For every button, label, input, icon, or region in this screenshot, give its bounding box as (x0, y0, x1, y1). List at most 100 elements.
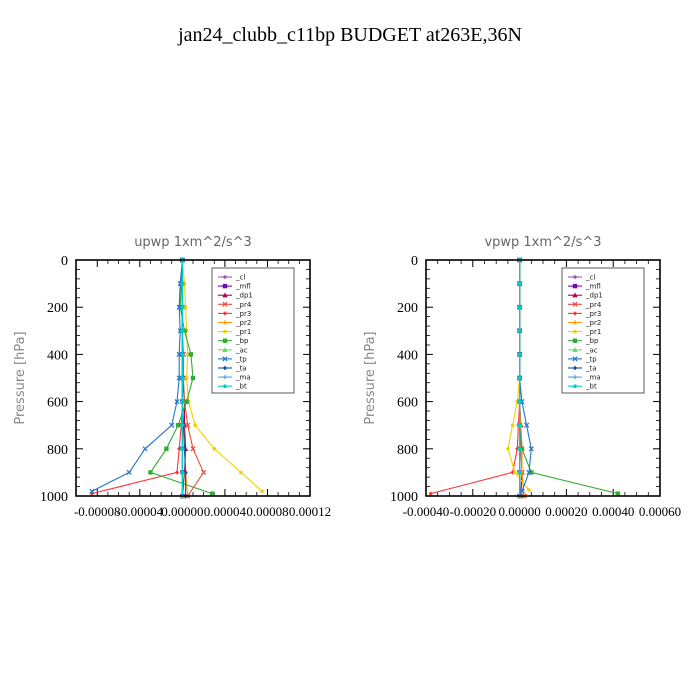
y-axis-label: Pressure [hPa] (13, 331, 28, 424)
legend-label: _ac (235, 346, 248, 354)
data-point (180, 470, 185, 475)
y-tick-label: 200 (47, 301, 68, 316)
legend-label: _ma (235, 374, 251, 382)
series-bt (517, 258, 522, 498)
y-tick-label: 400 (47, 348, 68, 363)
x-tick-label: -0.00040 (403, 504, 450, 519)
data-point (528, 446, 534, 452)
data-point (519, 446, 525, 451)
data-point (212, 447, 217, 451)
data-point (180, 281, 185, 286)
x-tick-label: 0.00020 (545, 504, 587, 519)
chart-panels: upwp 1xm^2/s^3 Pressure [hPa] 0 200 400 600 80… (13, 235, 681, 519)
legend-label: _ta (235, 365, 247, 373)
data-point (615, 491, 621, 496)
data-point (180, 447, 185, 451)
y-axis-label: Pressure [hPa] (363, 331, 378, 424)
legend-label: _tp (585, 355, 597, 363)
x-tick-label: 0.00004 (204, 504, 247, 519)
legend-marker (572, 320, 578, 325)
data-point (190, 375, 196, 381)
data-point (176, 351, 182, 358)
legend-label: _pr2 (585, 319, 601, 327)
data-point (175, 423, 181, 428)
data-point (180, 305, 185, 310)
legend-label: _bp (235, 337, 249, 345)
y-tick-label: 1000 (40, 490, 68, 505)
legend-marker (222, 356, 228, 362)
legend-marker (222, 301, 228, 307)
legend-marker (572, 292, 578, 298)
y-tick-label: 0 (411, 254, 418, 269)
legend-label: _ac (585, 346, 598, 354)
legend-marker (572, 311, 578, 316)
data-point (428, 491, 433, 496)
data-point (180, 352, 185, 357)
data-point (180, 376, 185, 380)
legend-marker (222, 374, 228, 380)
data-point (185, 422, 191, 428)
legend-label: _mfl (585, 283, 601, 291)
data-point (190, 446, 196, 452)
data-point (527, 488, 531, 492)
x-tick-label: 0.00012 (289, 504, 331, 519)
data-point (193, 423, 197, 428)
legend-marker (573, 384, 577, 389)
x-tick-label: 0.00008 (246, 504, 288, 519)
data-point (239, 470, 243, 475)
data-point (529, 470, 534, 475)
legend-marker (222, 365, 228, 371)
legend-label: _pr4 (235, 301, 252, 309)
panel-title: vpwp 1xm^2/s^3 (484, 235, 601, 250)
legend-label: _ma (585, 374, 601, 382)
legend: _cl_mfl_dp1_pr4_pr3_pr2_pr1_bp_ac_tp_ta_… (561, 267, 645, 394)
data-point (126, 469, 132, 476)
data-point (184, 399, 189, 404)
legend-marker (572, 338, 578, 343)
panel-title: upwp 1xm^2/s^3 (134, 235, 252, 250)
legend-marker (572, 356, 578, 362)
legend-label: _cl (585, 274, 595, 282)
legend-label: _bp (585, 337, 599, 345)
data-point (517, 281, 522, 286)
data-point (517, 305, 522, 310)
legend-marker (572, 301, 578, 307)
figure-title: jan24_clubb_c11bp BUDGET at263E,36N (177, 24, 522, 46)
legend-label: _pr4 (585, 301, 602, 309)
legend-marker (572, 347, 578, 352)
data-point (510, 423, 515, 428)
data-point (183, 305, 188, 310)
legend-label: _tp (235, 355, 247, 363)
data-point (180, 329, 185, 333)
y-tick-label: 800 (47, 443, 68, 458)
x-tick-label: 0.00000 (161, 504, 203, 519)
data-point (188, 352, 194, 357)
legend-label: _mfl (235, 283, 251, 291)
legend-label: _pr2 (235, 319, 251, 327)
legend-marker (223, 275, 227, 279)
x-tick-label: -0.00008 (74, 504, 121, 519)
chart-panel-2: vpwp 1xm^2/s^3 Pressure [hPa] 0 200 400 600 80… (363, 235, 681, 519)
y-tick-label: 800 (397, 443, 418, 458)
data-point (180, 399, 185, 404)
legend: _cl_mfl_dp1_pr4_pr3_pr2_pr1_bp_ac_tp_ta_… (211, 267, 295, 394)
y-tick-label: 0 (61, 254, 68, 269)
data-point (176, 375, 182, 381)
legend-marker (222, 283, 228, 289)
legend-label: _bt (585, 383, 597, 391)
data-point (517, 447, 522, 451)
data-point (517, 329, 522, 333)
data-point (517, 376, 522, 380)
y-tick-label: 600 (47, 396, 68, 411)
data-point (517, 399, 522, 404)
legend-marker (572, 365, 578, 371)
legend-marker (222, 347, 228, 352)
y-tick-label: 1000 (390, 490, 418, 505)
data-point (169, 422, 175, 428)
plot-frame (75, 259, 311, 497)
data-point (142, 446, 148, 452)
data-point (174, 470, 180, 475)
legend-label: _ta (585, 365, 597, 373)
x-tick-label: -0.00004 (117, 504, 164, 519)
